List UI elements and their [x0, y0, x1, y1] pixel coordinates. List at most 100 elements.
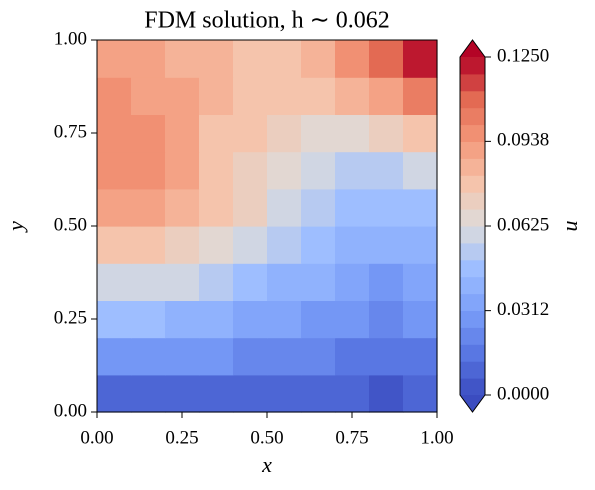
colorbar-band — [460, 192, 485, 210]
contour-cell — [301, 226, 336, 264]
colorbar-band — [460, 327, 485, 345]
contour-cell — [267, 226, 302, 264]
colorbar-tick-label: 0.0938 — [497, 130, 549, 151]
contour-cell — [335, 337, 370, 376]
contour-cell — [335, 374, 370, 413]
contour-cell — [97, 337, 132, 376]
y-tick-label: 0.50 — [54, 214, 87, 235]
contour-cell — [97, 300, 132, 339]
x-tick-label: 0.00 — [80, 427, 113, 448]
contour-cell — [165, 151, 200, 190]
contour-cell — [301, 114, 336, 153]
contour-cell — [131, 188, 166, 227]
colorbar-band — [460, 57, 485, 75]
contour-cell — [165, 226, 200, 264]
contour-cell — [301, 40, 336, 78]
contour-cell — [335, 226, 370, 264]
contour-cell — [335, 151, 370, 190]
contour-cell — [301, 188, 336, 227]
contour-cell — [97, 77, 132, 115]
contour-cell — [267, 151, 302, 190]
colorbar-band — [460, 90, 485, 109]
contour-cell — [403, 114, 438, 153]
contour-cell — [165, 263, 200, 301]
y-tick-label: 0.25 — [54, 307, 87, 328]
contour-cell — [301, 263, 336, 301]
contour-cell — [97, 263, 132, 301]
contour-cell — [131, 226, 166, 264]
contour-cell — [199, 151, 234, 190]
contour-cell — [267, 40, 302, 78]
contour-cell — [233, 300, 268, 339]
y-axis-label: y — [3, 221, 28, 233]
contour-cell — [335, 77, 370, 115]
colorbar-band — [460, 158, 485, 176]
contour-cell — [335, 300, 370, 339]
contour-cell — [233, 188, 268, 227]
contour-cell — [403, 263, 438, 301]
x-tick-label: 0.25 — [165, 427, 198, 448]
contour-cell — [301, 151, 336, 190]
contour-cell — [267, 188, 302, 227]
contour-cell — [199, 188, 234, 227]
colorbar-tick-label: 0.0625 — [497, 214, 549, 235]
contour-cell — [131, 374, 166, 413]
contour-cell — [267, 337, 302, 376]
contour-cell — [369, 114, 404, 153]
contour-cell — [199, 300, 234, 339]
contour-cell — [403, 300, 438, 339]
colorbar-band — [460, 209, 485, 227]
contour-cell — [199, 40, 234, 78]
contour-cell — [131, 151, 166, 190]
contour-cell — [131, 300, 166, 339]
colorbar-label: u — [557, 221, 582, 232]
contour-cell — [97, 151, 132, 190]
colorbar-tick-label: 0.0312 — [497, 299, 549, 320]
y-tick-label: 0.75 — [54, 121, 87, 142]
contour-cell — [131, 40, 166, 78]
contour-cell — [97, 40, 132, 78]
contour-cell — [131, 114, 166, 153]
y-tick-label: 0.00 — [54, 400, 87, 421]
contour-cell — [335, 40, 370, 78]
contour-cell — [403, 188, 438, 227]
contour-cell — [131, 337, 166, 376]
x-tick-label: 0.50 — [250, 427, 283, 448]
contour-cell — [301, 300, 336, 339]
contour-cell — [267, 374, 302, 413]
contour-cell — [97, 114, 132, 153]
colorbar-band — [460, 124, 485, 142]
contour-cell — [403, 151, 438, 190]
contour-cell — [369, 226, 404, 264]
contour-cell — [165, 374, 200, 413]
contour-cell — [369, 77, 404, 115]
contour-cell — [233, 226, 268, 264]
contour-cell — [233, 374, 268, 413]
colorbar-band — [460, 73, 485, 92]
contour-cell — [369, 263, 404, 301]
contour-cell — [403, 40, 438, 78]
contour-cell — [403, 337, 438, 376]
contour-cell — [369, 40, 404, 78]
contour-cell — [165, 40, 200, 78]
contour-cell — [335, 263, 370, 301]
colorbar-band — [460, 141, 485, 159]
contour-cell — [233, 263, 268, 301]
contour-cell — [369, 300, 404, 339]
contour-cell — [199, 114, 234, 153]
colorbar-band — [460, 242, 485, 261]
y-tick-label: 1.00 — [54, 28, 87, 49]
contour-cell — [199, 337, 234, 376]
colorbar-extend-min — [460, 395, 485, 412]
contour-cell — [335, 114, 370, 153]
colorbar-tick-label: 0.0000 — [497, 383, 549, 404]
contour-cell — [199, 263, 234, 301]
contour-cell — [403, 374, 438, 413]
contour-cell — [369, 188, 404, 227]
contour-cell — [165, 188, 200, 227]
contour-cell — [301, 337, 336, 376]
contour-cell — [165, 337, 200, 376]
colorbar-band — [460, 344, 485, 362]
contour-cell — [165, 114, 200, 153]
colorbar-band — [460, 107, 485, 126]
